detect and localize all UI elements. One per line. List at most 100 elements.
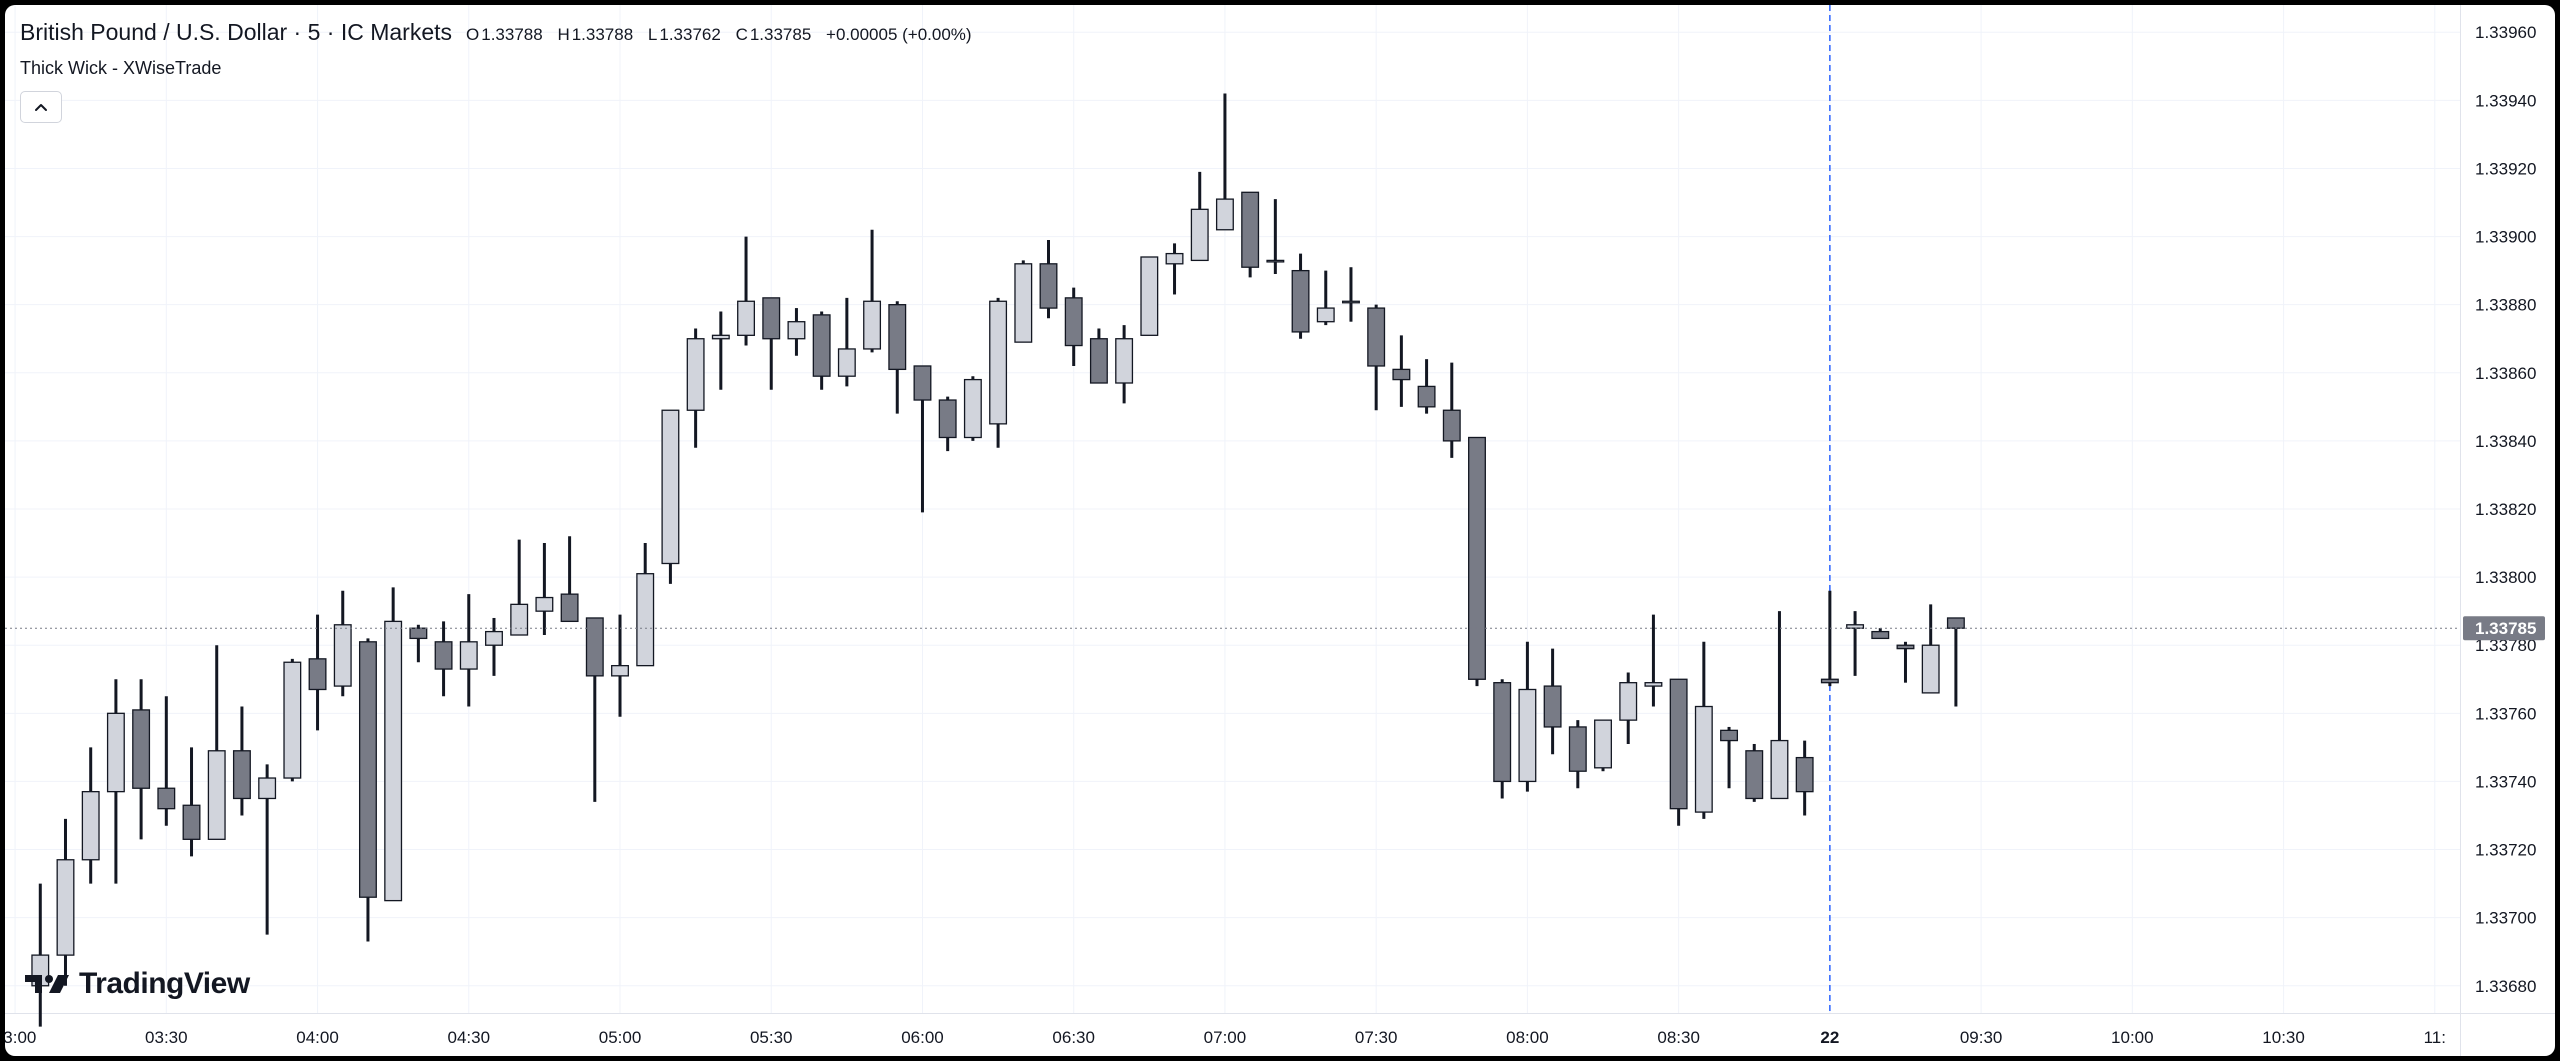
candle-body[interactable] [1064,297,1083,347]
y-tick-label: 1.33680 [2475,977,2536,996]
candle-body[interactable] [56,859,75,956]
candle-body[interactable] [1795,756,1814,793]
candle-body[interactable] [1921,644,1940,694]
y-tick-label: 1.33880 [2475,296,2536,315]
candle-body[interactable] [485,630,503,646]
candle-body[interactable] [1039,263,1058,309]
candle-body[interactable] [1089,338,1108,384]
candle-body[interactable] [384,620,403,902]
candle-body[interactable] [283,661,302,779]
candle-body[interactable] [1165,252,1184,265]
candle-body[interactable] [1669,678,1688,810]
candle-body[interactable] [989,300,1008,425]
candle-body[interactable] [106,712,125,793]
candle-body[interactable] [737,300,756,336]
candle-body[interactable] [308,658,327,691]
candle-body[interactable] [1014,263,1033,343]
candle-body[interactable] [913,365,932,401]
x-tick-label: 06:00 [901,1028,944,1047]
candle-body[interactable] [1745,750,1764,800]
x-tick-label: 07:30 [1355,1028,1398,1047]
candle-body[interactable] [1694,705,1713,813]
candle-body[interactable] [686,338,705,411]
x-tick-label: 10:30 [2262,1028,2305,1047]
candle-body[interactable] [585,617,604,677]
low-key: L [647,25,658,44]
candle-body[interactable] [661,409,680,565]
candle-body[interactable] [1871,630,1890,640]
candle-body[interactable] [1316,307,1335,323]
candle-body[interactable] [409,627,428,640]
candle-body[interactable] [1619,682,1638,721]
candle-body[interactable] [157,787,176,810]
x-tick-label: 03:30 [145,1028,188,1047]
candle-body[interactable] [560,593,579,623]
y-tick-label: 1.33840 [2475,432,2536,451]
ohlc-values: O 1.33788 H 1.33788 L 1.33762 C 1.33785 +0.0… [466,25,978,45]
candle-body[interactable] [459,641,478,670]
candle-body[interactable] [81,790,100,861]
high-value: 1.33788 [571,25,634,44]
candle-body[interactable] [1140,256,1159,336]
candle-body[interactable] [1190,208,1209,262]
candle-body[interactable] [1468,436,1486,680]
candle-body[interactable] [1493,682,1512,783]
candle-body[interactable] [1241,191,1260,268]
y-tick-label: 1.33720 [2475,841,2536,860]
candle-body[interactable] [232,750,251,800]
candle-body[interactable] [938,399,957,439]
candle-body[interactable] [1543,685,1562,728]
candle-body[interactable] [1392,368,1411,381]
candle-body[interactable] [711,334,730,340]
y-tick-label: 1.33820 [2475,500,2536,519]
candle-body[interactable] [1644,682,1663,687]
candle-body[interactable] [1367,307,1386,367]
candle-body[interactable] [1946,617,1965,629]
candle-body[interactable] [1266,259,1285,263]
price-chart[interactable]: 1.33960 1.33940 1.33920 1.33900 1.33880 1.338… [5,5,2555,1056]
candle-body[interactable] [1442,409,1461,442]
candle-body[interactable] [535,596,554,612]
candle-body[interactable] [1417,385,1436,408]
change-value: +0.00005 (+0.00%) [826,25,972,44]
chart-frame: 1.33960 1.33940 1.33920 1.33900 1.33880 1.338… [5,5,2555,1056]
candle-body[interactable] [333,624,352,687]
candle-body[interactable] [1291,269,1310,333]
x-tick-label: 09:30 [1960,1028,2003,1047]
candle-body[interactable] [182,804,201,840]
candle-body[interactable] [1770,739,1789,800]
candle-body[interactable] [1846,624,1865,629]
x-tick-label: 07:00 [1204,1028,1247,1047]
tradingview-logo-text: TradingView [79,967,250,1000]
candle-body[interactable] [358,641,377,898]
y-tick-label: 1.33760 [2475,704,2536,723]
x-tick-label: 08:00 [1506,1028,1549,1047]
candle-body[interactable] [258,777,277,800]
candle-body[interactable] [837,348,856,377]
candle-body[interactable] [1568,726,1587,772]
candle-body[interactable] [636,573,655,667]
candle-body[interactable] [1896,644,1915,650]
candle-body[interactable] [1518,688,1537,783]
candle-body[interactable] [963,378,982,439]
candle-body[interactable] [132,709,151,789]
candle-body[interactable] [787,321,806,340]
candle-body[interactable] [1115,338,1134,384]
candle-body[interactable] [863,300,882,350]
indicator-name[interactable]: Thick Wick - XWiseTrade [20,58,222,78]
candle-body[interactable] [207,750,226,840]
tradingview-logo[interactable]: TradingView [25,967,250,1001]
candle-body[interactable] [1720,729,1739,742]
candle-body[interactable] [812,314,831,377]
candle-body[interactable] [611,664,629,677]
candle-body[interactable] [1594,719,1612,769]
candle-body[interactable] [762,297,781,340]
candle-body[interactable] [1215,198,1234,231]
candle-body[interactable] [510,603,529,636]
collapse-legend-button[interactable] [20,91,62,123]
candle-body[interactable] [434,641,453,670]
candle-body[interactable] [888,304,907,371]
candle-body[interactable] [1820,678,1839,684]
candle-body[interactable] [1341,300,1360,304]
symbol-title[interactable]: British Pound / U.S. Dollar · 5 · IC Mar… [20,19,453,45]
